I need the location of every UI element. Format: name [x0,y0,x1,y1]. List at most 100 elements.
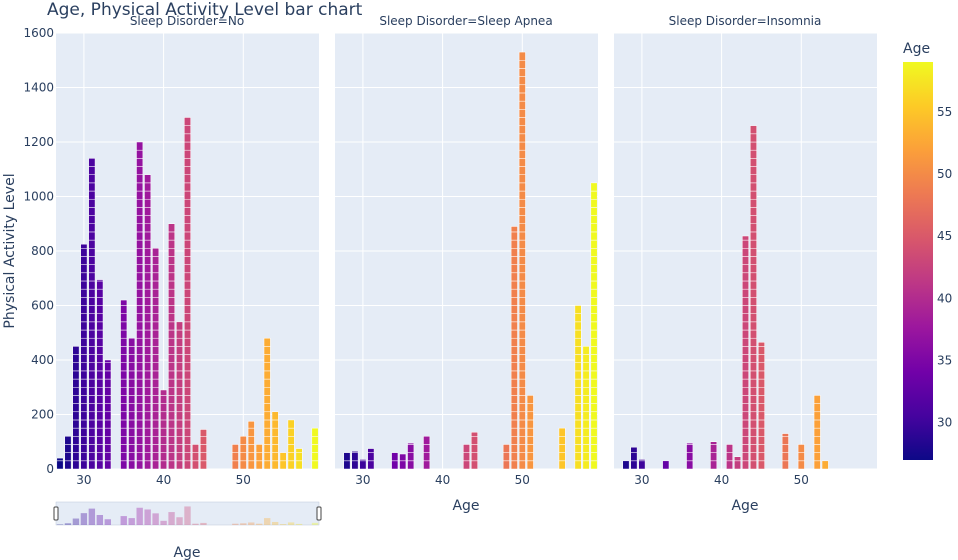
bar-segment[interactable] [152,436,160,445]
bar-segment[interactable] [742,419,749,429]
bar-segment[interactable] [750,288,757,298]
bar-segment[interactable] [510,354,518,363]
bar-segment[interactable] [423,444,431,453]
bar-segment[interactable] [128,378,136,388]
bar-segment[interactable] [152,354,160,363]
bar-segment[interactable] [80,460,88,470]
bar-segment[interactable] [750,158,757,167]
bar-segment[interactable] [120,395,128,404]
bar-segment[interactable] [518,133,526,143]
bar-segment[interactable] [136,395,144,404]
bar-segment[interactable] [558,427,566,437]
bar-segment[interactable] [136,264,144,274]
bar-segment[interactable] [518,264,526,274]
bar-segment[interactable] [510,444,518,453]
bar-segment[interactable] [88,280,96,290]
bar-segment[interactable] [184,337,191,347]
bar-segment[interactable] [80,411,88,421]
bar-segment[interactable] [510,248,518,257]
bar-segment[interactable] [590,223,598,233]
bar-segment[interactable] [574,411,582,421]
bar-segment[interactable] [590,403,598,413]
bar-segment[interactable] [160,389,168,396]
bar-segment[interactable] [160,460,168,470]
bar-segment[interactable] [176,411,183,421]
bar-segment[interactable] [80,248,88,257]
bar-segment[interactable] [96,362,104,372]
bar-segment[interactable] [96,313,104,323]
bar-segment[interactable] [160,419,168,429]
bar-segment[interactable] [574,436,582,445]
bar-segment[interactable] [518,370,526,380]
bar-segment[interactable] [590,182,598,192]
bar-segment[interactable] [144,280,152,290]
bar-segment[interactable] [742,264,749,274]
bar-segment[interactable] [518,297,526,306]
bar[interactable] [72,346,80,470]
bar-segment[interactable] [518,354,526,363]
bar-segment[interactable] [136,207,144,216]
bar-segment[interactable] [184,444,191,453]
bar[interactable] [574,305,582,470]
bar-segment[interactable] [750,337,757,347]
bar-segment[interactable] [758,436,765,445]
bar-segment[interactable] [518,198,526,208]
bar-segment[interactable] [271,460,279,470]
bar-segment[interactable] [742,313,749,323]
bar-segment[interactable] [574,313,582,323]
bar-segment[interactable] [518,280,526,290]
bar-segment[interactable] [200,429,207,437]
bar-segment[interactable] [758,387,765,396]
bar[interactable] [590,182,598,470]
bar-segment[interactable] [80,346,88,355]
bar-segment[interactable] [72,378,80,388]
bar-segment[interactable] [582,362,590,372]
bar-segment[interactable] [144,272,152,282]
bar-segment[interactable] [72,452,80,462]
bar-segment[interactable] [96,297,104,306]
bar-segment[interactable] [590,427,598,437]
bar-segment[interactable] [590,378,598,388]
bar-segment[interactable] [88,198,96,208]
bar-segment[interactable] [263,419,271,429]
bar-segment[interactable] [104,444,112,453]
bar-segment[interactable] [287,452,295,462]
bar-segment[interactable] [88,378,96,388]
bar-segment[interactable] [168,248,175,257]
bar-segment[interactable] [742,354,749,363]
bar-segment[interactable] [184,288,191,298]
bar-segment[interactable] [271,419,279,429]
bar-segment[interactable] [136,452,144,462]
bar-segment[interactable] [750,411,757,421]
bar-segment[interactable] [144,313,152,323]
bar-segment[interactable] [813,460,821,470]
bar[interactable] [662,460,670,470]
bar-segment[interactable] [781,460,789,470]
bar-segment[interactable] [742,297,749,306]
bar-segment[interactable] [88,436,96,445]
bar-segment[interactable] [750,239,757,249]
bar-segment[interactable] [88,337,96,347]
bar-segment[interactable] [750,264,757,274]
bar-segment[interactable] [510,264,518,274]
bar-segment[interactable] [144,256,152,265]
bar-segment[interactable] [574,362,582,372]
bar-segment[interactable] [742,337,749,347]
bar-segment[interactable] [168,395,175,404]
bar-segment[interactable] [231,460,239,470]
bar-segment[interactable] [88,387,96,396]
bar-segment[interactable] [518,125,526,135]
bar-segment[interactable] [120,427,128,437]
bar-segment[interactable] [518,337,526,347]
bar-segment[interactable] [152,395,160,404]
bar-segment[interactable] [263,427,271,437]
bar-segment[interactable] [120,346,128,355]
bar-segment[interactable] [574,460,582,470]
bar-segment[interactable] [184,313,191,323]
bar-segment[interactable] [144,190,152,200]
bar-segment[interactable] [72,436,80,445]
bar-segment[interactable] [152,378,160,388]
bar-segment[interactable] [152,362,160,372]
bar-segment[interactable] [88,297,96,306]
bar-segment[interactable] [56,457,64,462]
